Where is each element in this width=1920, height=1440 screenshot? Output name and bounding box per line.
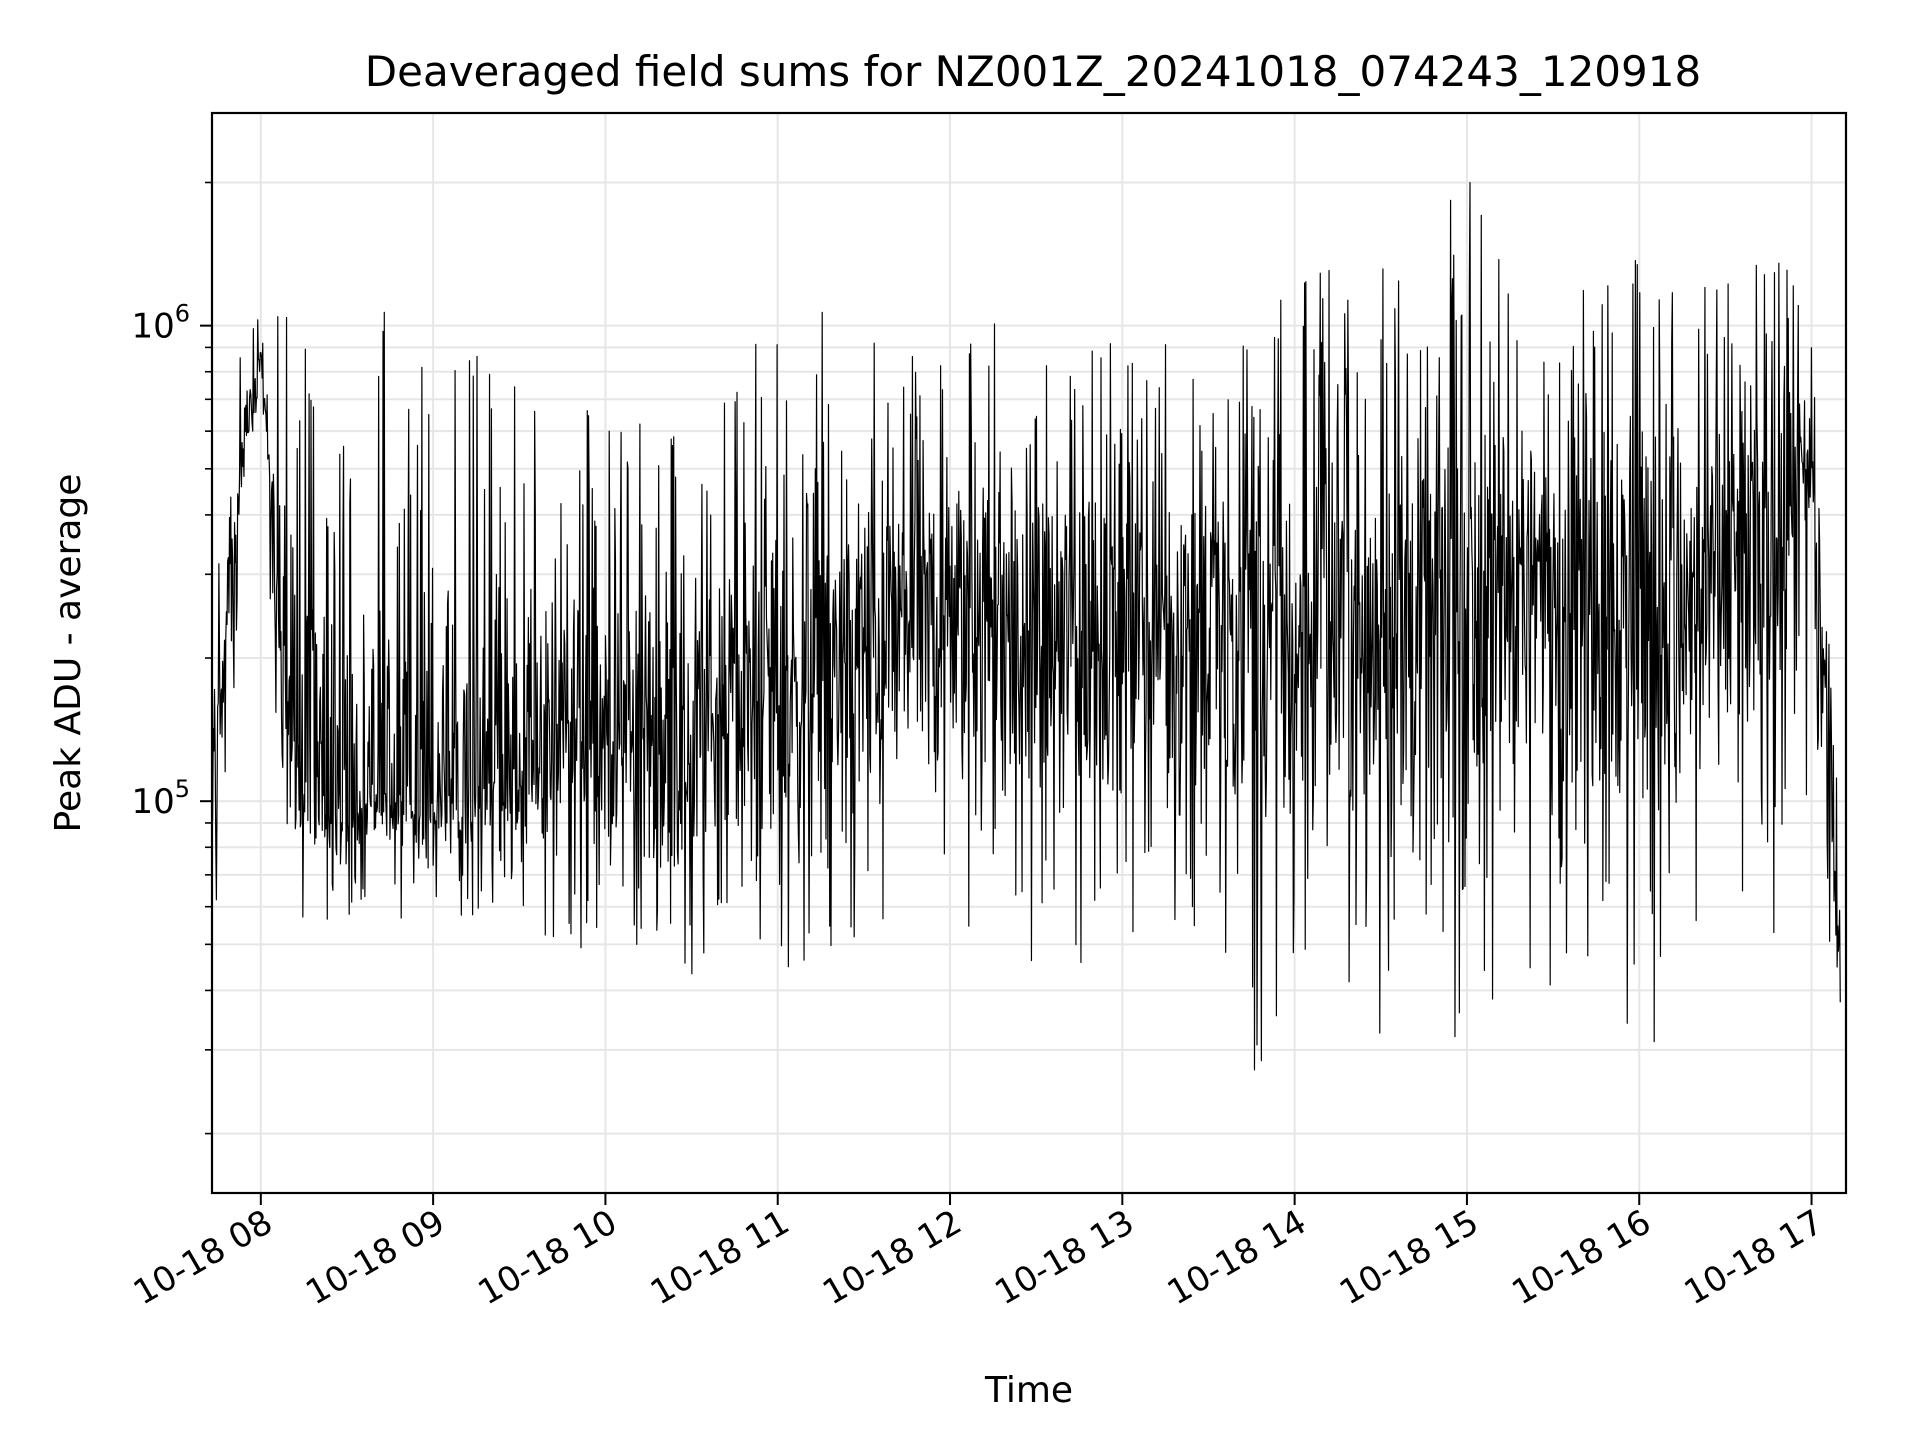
y-tick-label: 105 bbox=[131, 775, 190, 822]
series-line bbox=[211, 182, 1841, 1071]
chart-title: Deaveraged field sums for NZ001Z_2024101… bbox=[365, 47, 1701, 96]
plot-area-frame bbox=[210, 111, 1848, 1195]
y-axis-label: Peak ADU - average bbox=[48, 474, 89, 833]
y-tick-label: 106 bbox=[131, 300, 190, 347]
x-axis-label: Time bbox=[984, 1370, 1073, 1411]
y-axis-ticks: 105 106 bbox=[131, 181, 212, 1135]
data-trace bbox=[211, 182, 1841, 1071]
